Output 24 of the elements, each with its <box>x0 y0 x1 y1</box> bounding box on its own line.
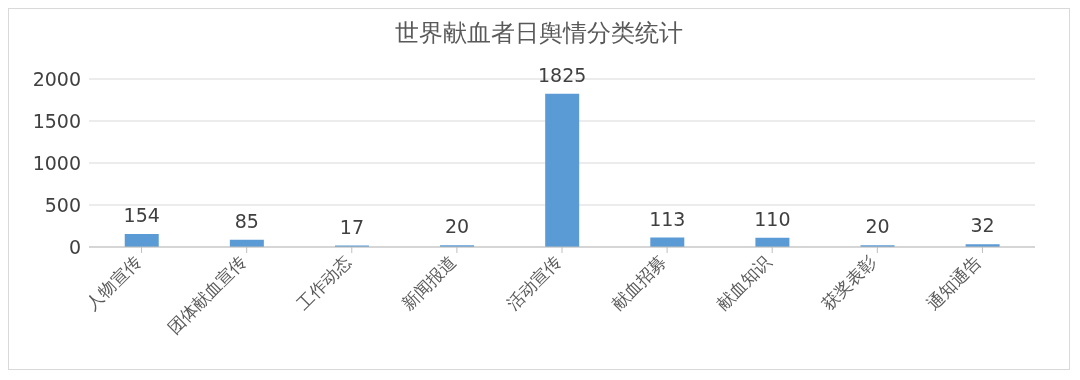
data-label: 20 <box>444 215 470 238</box>
x-tick-label: 人物宣传 <box>82 251 145 314</box>
y-tick-label: 500 <box>44 193 81 216</box>
x-tick-label: 获奖表彰 <box>817 251 881 314</box>
x-tick-label: 活动宣传 <box>502 251 565 314</box>
data-label: 110 <box>754 207 791 230</box>
data-label: 1825 <box>538 63 587 86</box>
data-label: 154 <box>123 204 160 227</box>
x-tick-label: 献血知识 <box>712 251 776 314</box>
y-tick-label: 2000 <box>32 67 81 90</box>
chart-title: 世界献血者日舆情分类统计 <box>394 18 684 49</box>
data-label: 113 <box>649 207 686 230</box>
data-label: 85 <box>234 209 259 232</box>
y-tick-label: 1000 <box>32 151 81 174</box>
x-tick-label: 工作动态 <box>292 251 355 314</box>
x-tick-label: 新闻报道 <box>397 251 460 314</box>
x-tick-label: 通知通告 <box>923 251 986 314</box>
data-label: 32 <box>970 214 995 237</box>
y-tick-label: 0 <box>68 235 81 258</box>
data-label: 20 <box>865 215 890 238</box>
y-tick-label: 1500 <box>32 109 81 132</box>
x-tick-label: 献血招募 <box>607 251 670 314</box>
data-label: 17 <box>339 215 365 238</box>
x-tick-label: 团体献血宣传 <box>163 251 250 338</box>
